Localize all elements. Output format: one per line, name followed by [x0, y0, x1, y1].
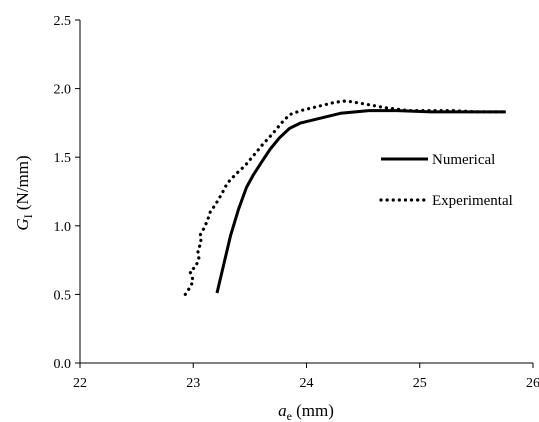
y-tick-label: 1.5: [54, 151, 72, 166]
series-line-numerical: [215, 109, 506, 294]
y-axis-title-unit: (N/mm): [13, 155, 32, 214]
x-tick-label: 23: [186, 376, 200, 391]
x-axis-ticks: 22 23 24 25 26: [73, 363, 539, 391]
x-tick-label: 25: [413, 376, 427, 391]
y-tick-label: 0.5: [54, 288, 72, 303]
y-tick-label: 1.0: [54, 220, 72, 235]
x-axis-title: ae (mm): [278, 401, 334, 422]
y-tick-label: 2.5: [54, 14, 72, 29]
y-tick-label: 0.0: [54, 357, 72, 372]
series-layer: [183, 99, 508, 296]
series-line-experimental: [183, 99, 508, 296]
legend: Numerical Experimental: [379, 152, 513, 209]
y-axis-title-main: G: [13, 218, 32, 230]
legend-label-experimental: Experimental: [432, 193, 513, 209]
x-tick-label: 24: [300, 376, 314, 391]
y-axis-title: GI (N/mm): [13, 155, 35, 230]
legend-label-numerical: Numerical: [432, 152, 495, 168]
y-axis-title-subscript: I: [21, 214, 35, 218]
x-tick-label: 26: [526, 376, 539, 391]
y-axis-ticks: 0.0 0.5 1.0 1.5 2.0 2.5: [54, 14, 80, 372]
x-tick-label: 22: [73, 376, 87, 391]
y-tick-label: 2.0: [54, 83, 72, 98]
x-axis-title-unit: (mm): [292, 401, 334, 420]
x-axis-title-subscript: e: [287, 409, 292, 422]
x-axis-title-main: a: [278, 401, 287, 420]
